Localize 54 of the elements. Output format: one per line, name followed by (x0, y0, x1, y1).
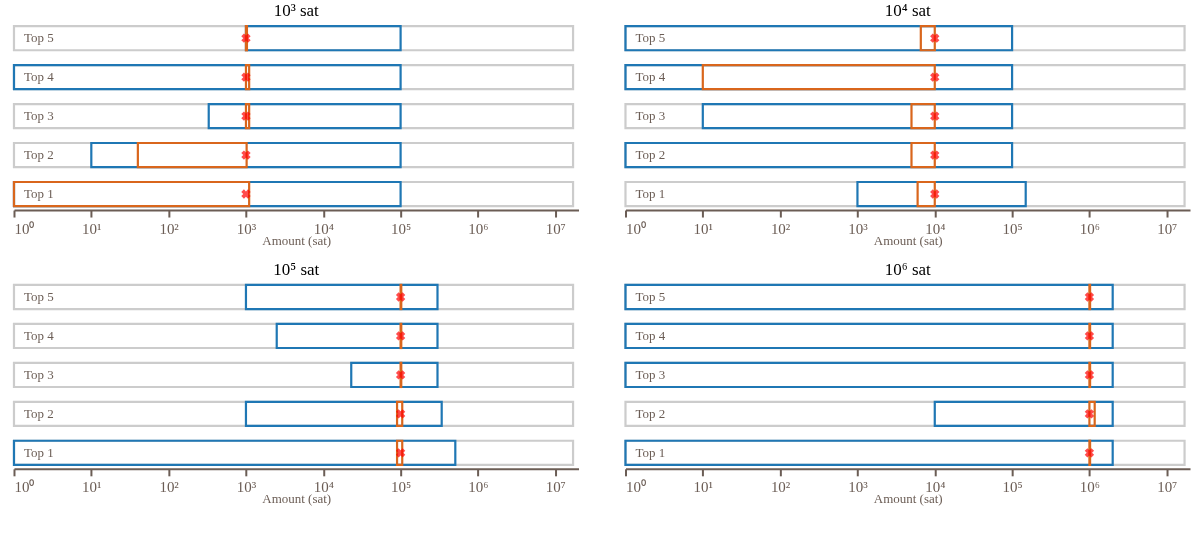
x-tick-label: 10⁰ (14, 479, 35, 496)
y-tick-label: Top 5 (635, 30, 666, 46)
x-tick-label: 10⁶ (468, 479, 489, 496)
y-tick-label: Top 4 (635, 69, 666, 85)
x-tick-label: 10⁷ (1157, 479, 1178, 496)
chart-title: 10³ sat (273, 1, 320, 21)
x-tick-label: 10⁵ (391, 479, 412, 496)
y-tick-label: Top 3 (23, 366, 54, 382)
x-tick-label: 10⁵ (1002, 479, 1023, 496)
x-tick-label: 10¹ (693, 220, 714, 237)
x-tick-label: 10¹ (82, 220, 102, 237)
x-tick-label: 10² (770, 479, 791, 496)
x-tick-label: 10⁷ (1157, 220, 1178, 237)
x-tick-label: 10⁴ (925, 220, 946, 237)
y-tick-label: Top 1 (23, 444, 54, 460)
x-tick-label: 10² (770, 220, 791, 237)
x-tick-label: 10³ (236, 479, 257, 496)
x-tick-label: 10⁵ (391, 220, 412, 237)
y-tick-label: Top 3 (635, 108, 666, 124)
x-tick-label: 10³ (848, 479, 869, 496)
chart-title: 10⁶ sat (884, 259, 932, 279)
x-tick-label: 10⁶ (1079, 220, 1101, 237)
x-tick-label: 10⁷ (545, 479, 566, 496)
chart-title: 10⁴ sat (884, 1, 932, 21)
y-tick-label: Top 4 (635, 327, 666, 343)
x-tick-label: 10² (159, 479, 180, 496)
x-tick-label: 10² (159, 220, 180, 237)
x-tick-label: 10⁰ (625, 479, 646, 496)
x-tick-label: 10³ (848, 220, 869, 237)
chart-title: 10⁵ sat (273, 259, 320, 279)
x-tick-label: 10⁰ (14, 220, 35, 237)
x-tick-label: 10¹ (82, 479, 102, 496)
y-tick-label: Top 5 (635, 288, 666, 304)
x-tick-label: 10⁵ (1002, 220, 1023, 237)
x-tick-label: 10⁶ (1079, 479, 1101, 496)
y-tick-label: Top 1 (23, 186, 54, 202)
y-tick-label: Top 3 (635, 366, 666, 382)
y-tick-label: Top 2 (635, 405, 666, 421)
y-tick-label: Top 4 (23, 327, 55, 343)
y-tick-label: Top 4 (23, 69, 55, 85)
x-tick-label: 10⁶ (468, 220, 489, 237)
y-tick-label: Top 2 (23, 405, 54, 421)
x-tick-label: 10³ (236, 220, 257, 237)
x-tick-label: 10⁰ (625, 220, 646, 237)
y-tick-label: Top 1 (635, 186, 666, 202)
y-tick-label: Top 1 (635, 444, 666, 460)
x-tick-label: 10¹ (693, 479, 714, 496)
y-tick-label: Top 5 (23, 30, 54, 46)
y-tick-label: Top 3 (23, 108, 54, 124)
x-tick-label: 10⁷ (545, 220, 566, 237)
y-tick-label: Top 2 (635, 147, 666, 163)
y-tick-label: Top 5 (23, 288, 54, 304)
y-tick-label: Top 2 (23, 147, 54, 163)
x-tick-label: 10⁴ (313, 220, 334, 237)
